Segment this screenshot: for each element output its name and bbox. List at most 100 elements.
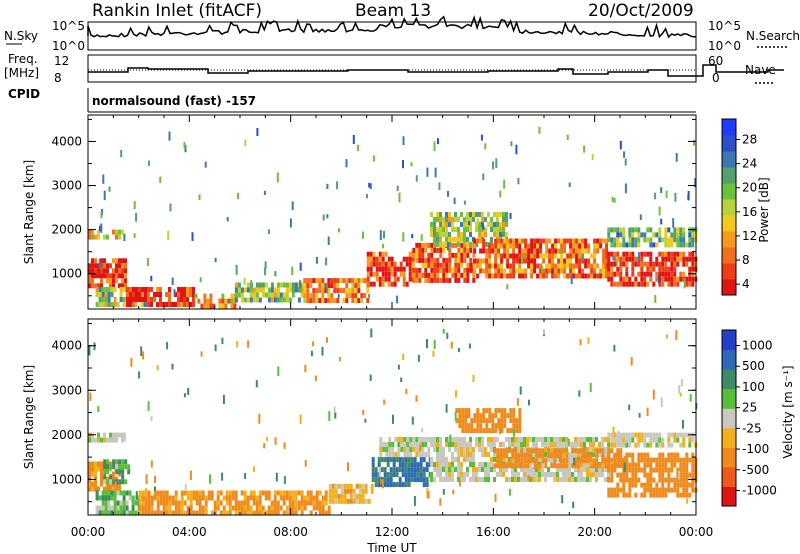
power-cell [619, 281, 623, 287]
velocity-cell [445, 437, 448, 442]
power-cell [587, 248, 591, 254]
power-cell [505, 232, 508, 237]
power-cell [324, 283, 328, 289]
velocity-cell [383, 467, 387, 473]
velocity-cell [491, 413, 495, 419]
power-cell [445, 232, 448, 237]
power-cell [475, 212, 478, 217]
velocity-cell [487, 467, 490, 472]
power-cell [95, 287, 99, 292]
velocity-cell [526, 437, 529, 442]
velocity-cell [112, 476, 115, 482]
power-cell [607, 237, 611, 243]
power-cells [88, 126, 698, 309]
velocity-cell [240, 510, 244, 516]
power-cell [436, 227, 439, 232]
power-cell [482, 258, 486, 264]
velocity-cell [610, 437, 614, 443]
power-cell [518, 273, 522, 279]
velocity-cell [380, 479, 383, 484]
velocity-cell [624, 456, 627, 463]
velocity-cell [583, 437, 586, 442]
velocity-cell [219, 510, 223, 516]
velocity-cell [412, 447, 416, 452]
power-cell [584, 248, 588, 254]
velocity-cell [667, 477, 671, 483]
power-cell [264, 282, 268, 288]
power-cell [439, 262, 443, 268]
power-cell [494, 248, 498, 254]
velocity-cell [661, 492, 665, 498]
velocity-cell [526, 458, 530, 464]
power-cell [126, 287, 129, 292]
power-cell [339, 278, 343, 284]
velocity-cell [619, 457, 623, 463]
velocity-cell [655, 432, 659, 438]
velocity-cell [610, 457, 614, 463]
velocity-cell [598, 463, 602, 469]
velocity-cell [643, 452, 647, 458]
velocity-cell [485, 428, 489, 434]
power-cell [224, 298, 228, 304]
velocity-cell [464, 418, 468, 424]
nave-label: Nave [745, 63, 776, 77]
power-cell [494, 258, 498, 264]
velocity-cell [294, 510, 298, 516]
velocity-cell [201, 490, 205, 496]
power-cell [674, 192, 677, 202]
velocity-cell [413, 457, 417, 463]
velocity-cell [395, 457, 399, 463]
power-cell [192, 292, 195, 297]
velocity-cell [556, 477, 559, 482]
power-cell [399, 261, 403, 267]
power-cell [168, 302, 171, 307]
power-cell [381, 256, 385, 262]
power-cell [509, 273, 513, 279]
velocity-cell [121, 479, 125, 485]
velocity-cell [625, 462, 629, 468]
velocity-cell [461, 423, 465, 429]
velocity-cell [419, 467, 423, 473]
velocity-cell [94, 437, 97, 443]
velocity-cell [508, 463, 512, 469]
velocity-cell [562, 467, 565, 472]
velocity-cell [556, 437, 559, 442]
power-cell [366, 256, 370, 262]
power-cell [570, 274, 573, 285]
velocity-cell [595, 463, 599, 469]
power-cell [451, 222, 454, 227]
power-cell [309, 298, 313, 304]
velocity-cell [388, 442, 392, 447]
velocity-cell [514, 448, 518, 454]
power-cell [94, 258, 97, 264]
power-cell [484, 232, 487, 237]
velocity-cell [389, 477, 393, 483]
power-cell [412, 262, 416, 268]
velocity-cell [448, 477, 451, 482]
velocity-cell [508, 477, 511, 482]
power-cell [607, 271, 611, 277]
velocity-cell [391, 447, 395, 452]
velocity-cell [346, 488, 350, 494]
velocity-cell [493, 463, 497, 469]
velocity-cell [676, 467, 680, 473]
power-cell [646, 237, 650, 243]
velocity-cell [416, 467, 420, 473]
power-cell [107, 287, 111, 292]
power-cell [448, 222, 451, 227]
power-cell [372, 271, 376, 277]
power-cell [366, 276, 370, 282]
velocity-cell [523, 447, 526, 452]
velocity-cell [612, 426, 615, 435]
power-cell [607, 251, 611, 257]
power-cell [326, 183, 329, 189]
power-cell [162, 302, 165, 307]
velocity-cell [383, 472, 387, 478]
velocity-cell [141, 500, 145, 506]
velocity-cell [515, 418, 519, 424]
power-cell [378, 281, 382, 287]
velocity-cell [670, 452, 674, 458]
velocity-cell [328, 498, 332, 504]
power-cell [631, 256, 635, 262]
velocity-cell [491, 418, 495, 424]
